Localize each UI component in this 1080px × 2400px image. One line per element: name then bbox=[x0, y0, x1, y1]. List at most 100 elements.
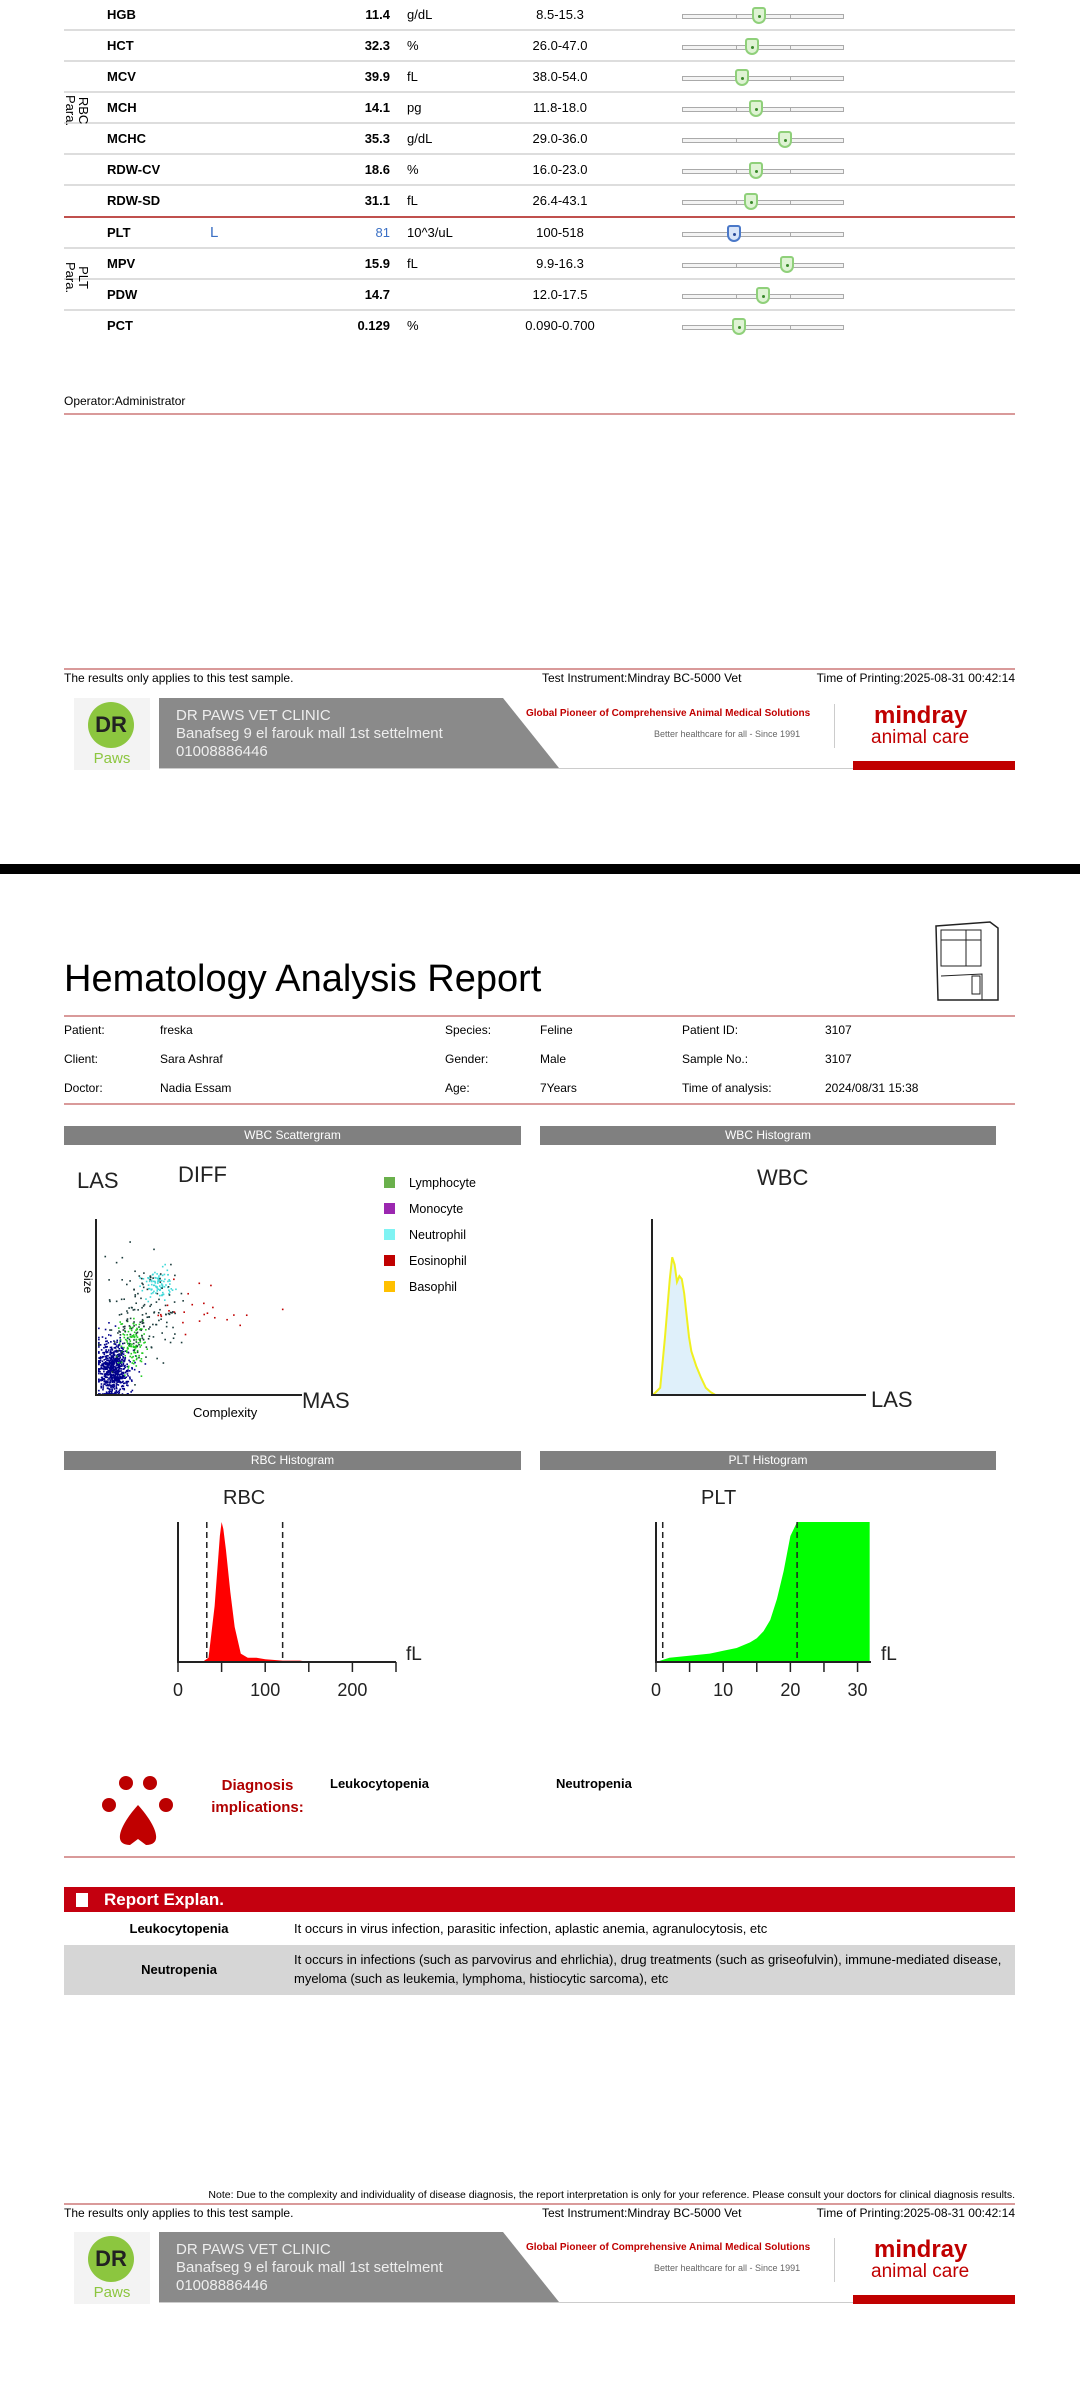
scatter-point bbox=[152, 1323, 154, 1326]
scatter-point bbox=[101, 1373, 104, 1375]
scatter-point bbox=[116, 1370, 119, 1372]
param-name: HGB bbox=[107, 7, 136, 22]
scatter-point bbox=[144, 1363, 147, 1365]
scatter-point bbox=[109, 1381, 112, 1384]
scatter-point bbox=[105, 1376, 108, 1378]
scatter-point bbox=[126, 1373, 129, 1375]
tick-label: 200 bbox=[337, 1680, 367, 1700]
scatter-point bbox=[105, 1355, 108, 1357]
scatter-point bbox=[149, 1278, 151, 1281]
scatter-point bbox=[118, 1367, 121, 1369]
scatter-point bbox=[128, 1370, 131, 1372]
scatter-point bbox=[108, 1383, 111, 1385]
scatter-point bbox=[125, 1350, 128, 1352]
value-marker bbox=[732, 318, 747, 335]
scatter-point bbox=[174, 1333, 176, 1335]
scatter-point bbox=[145, 1312, 147, 1315]
scatter-point bbox=[141, 1320, 143, 1323]
scatter-point bbox=[107, 1371, 110, 1374]
wbc-curve bbox=[650, 1256, 721, 1396]
scatter-point bbox=[122, 1368, 125, 1370]
scatter-point bbox=[156, 1290, 159, 1292]
scatter-point bbox=[127, 1380, 130, 1383]
scatter-point bbox=[109, 1390, 111, 1393]
scatter-point bbox=[158, 1319, 160, 1322]
scatter-point bbox=[117, 1355, 120, 1358]
param-name: RDW-SD bbox=[107, 193, 161, 208]
tagline: Global Pioneer of Comprehensive Animal M… bbox=[526, 2242, 811, 2253]
param-name: PLT bbox=[107, 225, 131, 240]
scatter-point bbox=[101, 1360, 104, 1363]
scatter-point bbox=[123, 1336, 126, 1339]
scatter-point bbox=[143, 1303, 146, 1306]
diagnosis-label-line2: implications: bbox=[211, 1799, 304, 1816]
scatter-point bbox=[152, 1336, 155, 1338]
axes bbox=[651, 1219, 866, 1396]
scatter-point bbox=[114, 1378, 116, 1381]
scatter-point bbox=[125, 1370, 128, 1373]
scatter-point bbox=[126, 1310, 128, 1312]
param-unit: g/dL bbox=[407, 131, 433, 146]
scatter-point bbox=[113, 1385, 115, 1388]
scatter-point bbox=[98, 1352, 100, 1354]
scatter-point bbox=[111, 1347, 113, 1350]
scatter-point bbox=[111, 1385, 114, 1388]
scatter-point bbox=[112, 1365, 115, 1367]
scatter-point bbox=[113, 1371, 116, 1374]
scatter-point bbox=[105, 1371, 108, 1373]
scatter-point bbox=[104, 1361, 107, 1363]
scatter-point bbox=[148, 1287, 151, 1290]
scatter-point bbox=[113, 1343, 116, 1345]
scatter-point bbox=[156, 1292, 159, 1295]
scatter-point bbox=[122, 1333, 125, 1335]
scatter-point bbox=[99, 1357, 102, 1360]
scatter-point bbox=[112, 1357, 115, 1360]
range-tick bbox=[736, 107, 737, 112]
scatter-point bbox=[110, 1361, 113, 1363]
scatter-point bbox=[132, 1323, 135, 1325]
scatter-point bbox=[156, 1286, 159, 1288]
value-marker bbox=[735, 69, 750, 86]
patient-value: freska bbox=[160, 1023, 193, 1037]
scatter-point bbox=[160, 1318, 162, 1321]
scatter-point bbox=[121, 1384, 124, 1387]
scatter-point bbox=[108, 1388, 111, 1390]
scatter-point bbox=[124, 1371, 127, 1374]
param-value: 81 bbox=[375, 225, 390, 240]
scatter-point bbox=[126, 1382, 128, 1384]
scatter-point bbox=[182, 1300, 184, 1302]
range-bar bbox=[682, 138, 844, 143]
scatter-point bbox=[98, 1344, 100, 1346]
scatter-point bbox=[119, 1334, 122, 1336]
scatter-point bbox=[126, 1283, 128, 1286]
scatter-point bbox=[119, 1353, 122, 1355]
scatter-point bbox=[159, 1285, 161, 1287]
divider bbox=[64, 1103, 1015, 1105]
scatter-point bbox=[101, 1379, 104, 1382]
scatter-point bbox=[109, 1369, 112, 1372]
scatter-point bbox=[132, 1362, 135, 1365]
scatter-point bbox=[137, 1342, 140, 1344]
scatter-point bbox=[106, 1384, 109, 1386]
scatter-point bbox=[136, 1357, 138, 1360]
scatter-point bbox=[140, 1358, 143, 1360]
scatter-point bbox=[134, 1345, 137, 1348]
scatter-point bbox=[126, 1341, 129, 1343]
scatter-point bbox=[113, 1383, 115, 1386]
scatter-point bbox=[111, 1360, 114, 1363]
result-row: PCT 0.129 % 0.090-0.700 bbox=[64, 311, 1015, 342]
scatter-point bbox=[131, 1335, 134, 1337]
explan-text: It occurs in infections (such as parvovi… bbox=[294, 1952, 1002, 1986]
scatter-point bbox=[198, 1282, 201, 1285]
scatter-point bbox=[126, 1339, 128, 1342]
legend-label: Lymphocyte bbox=[409, 1176, 476, 1190]
scatter-point bbox=[127, 1342, 129, 1345]
scatter-point bbox=[145, 1280, 148, 1283]
scatter-point bbox=[171, 1289, 174, 1291]
scatter-point bbox=[137, 1292, 139, 1295]
scatter-point bbox=[122, 1350, 125, 1353]
histogram-area bbox=[656, 1522, 870, 1662]
scatter-point bbox=[108, 1377, 110, 1379]
scatter-point bbox=[156, 1273, 158, 1275]
scatter-point bbox=[120, 1385, 123, 1388]
